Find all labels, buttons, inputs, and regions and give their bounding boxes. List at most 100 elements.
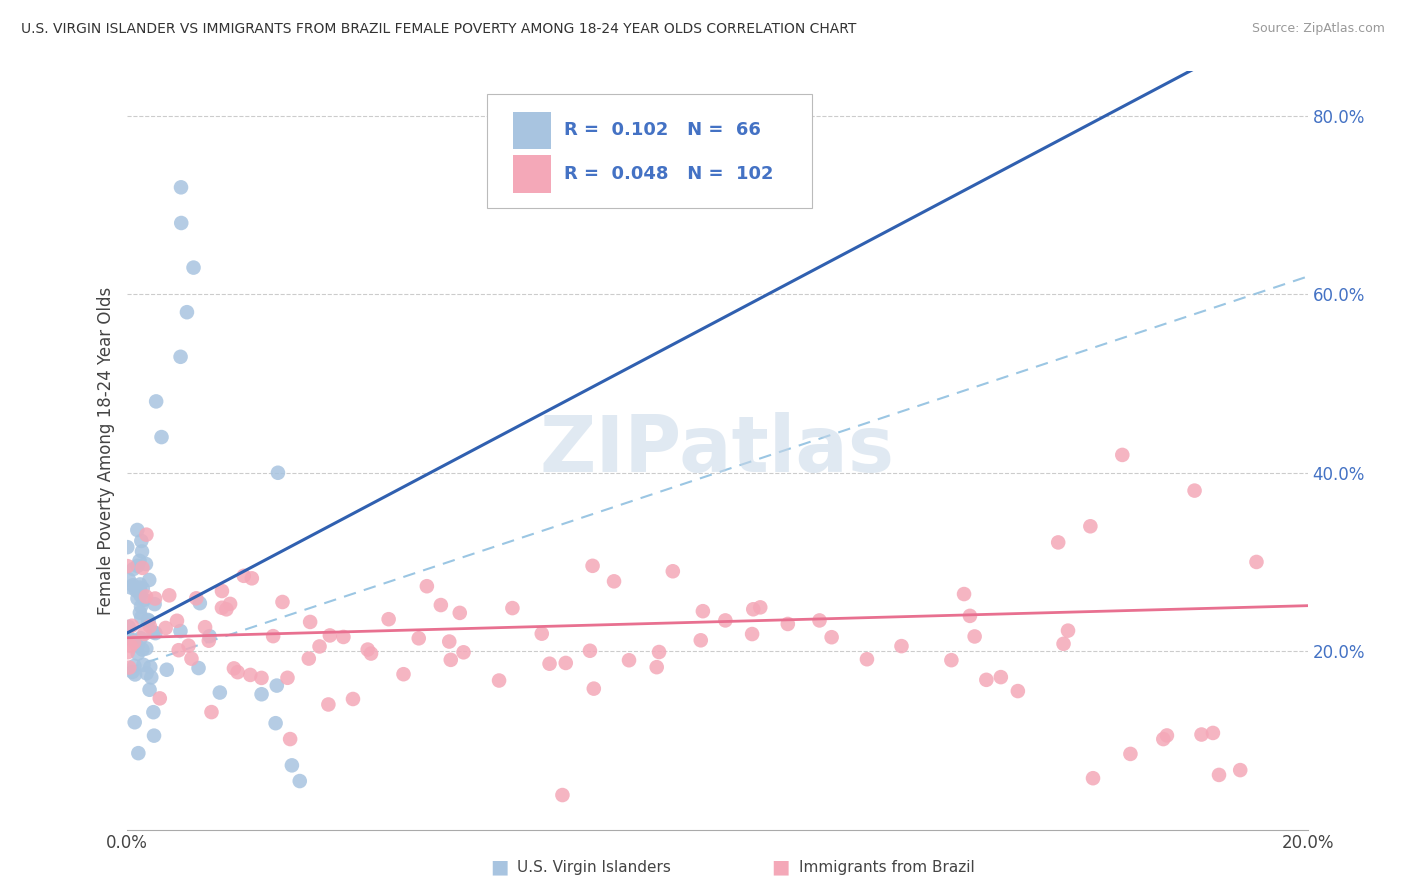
Point <box>143 591 166 606</box>
Point <box>645 660 668 674</box>
Point <box>198 629 221 643</box>
Point <box>118 573 141 587</box>
Point <box>129 577 152 591</box>
Point <box>226 665 249 680</box>
Point <box>117 559 139 574</box>
Point <box>166 614 188 628</box>
Point <box>453 645 475 659</box>
Point <box>143 597 166 611</box>
Point <box>603 574 626 589</box>
Point <box>187 661 209 675</box>
Point <box>135 666 157 681</box>
Point <box>440 653 463 667</box>
Point <box>250 687 273 701</box>
Point <box>342 692 364 706</box>
Point <box>332 630 354 644</box>
Point <box>139 660 162 674</box>
Point <box>976 673 998 687</box>
Point <box>180 651 202 665</box>
Point <box>416 579 439 593</box>
Point <box>276 671 298 685</box>
Point <box>129 599 152 614</box>
Point <box>138 614 160 628</box>
Point <box>183 260 205 275</box>
Point <box>1007 684 1029 698</box>
Point <box>150 430 173 444</box>
Point <box>360 647 382 661</box>
Point <box>177 639 200 653</box>
Point <box>357 642 380 657</box>
Point <box>714 614 737 628</box>
Point <box>141 670 163 684</box>
Point <box>1191 727 1213 741</box>
Point <box>129 588 152 602</box>
Point <box>298 651 321 665</box>
Point <box>117 540 139 554</box>
Point <box>1080 519 1102 533</box>
Point <box>200 705 222 719</box>
Point <box>124 715 146 730</box>
Point <box>581 558 603 573</box>
Point <box>129 631 152 645</box>
Text: R =  0.102   N =  66: R = 0.102 N = 66 <box>564 121 761 139</box>
Point <box>170 216 193 230</box>
Point <box>749 600 772 615</box>
Point <box>135 557 157 571</box>
Point <box>308 640 330 654</box>
Point <box>890 639 912 653</box>
Point <box>689 633 711 648</box>
Point <box>1156 729 1178 743</box>
Point <box>131 642 153 657</box>
Point <box>1052 637 1074 651</box>
Point <box>122 562 145 576</box>
Point <box>167 643 190 657</box>
Point <box>408 632 430 646</box>
Point <box>142 625 165 640</box>
Point <box>117 645 139 659</box>
Point <box>741 627 763 641</box>
FancyBboxPatch shape <box>486 95 811 208</box>
Point <box>118 660 141 674</box>
Point <box>1119 747 1142 761</box>
Text: ■: ■ <box>770 857 790 877</box>
Point <box>953 587 976 601</box>
Point <box>1111 448 1133 462</box>
Text: Source: ZipAtlas.com: Source: ZipAtlas.com <box>1251 22 1385 36</box>
Point <box>808 614 831 628</box>
Point <box>170 180 193 194</box>
Point <box>648 645 671 659</box>
Point <box>1184 483 1206 498</box>
Point <box>132 582 155 596</box>
Point <box>142 705 165 719</box>
Point <box>120 639 142 653</box>
Point <box>157 588 180 602</box>
Point <box>211 584 233 599</box>
Point <box>169 350 191 364</box>
Point <box>281 758 304 772</box>
Text: U.S. VIRGIN ISLANDER VS IMMIGRANTS FROM BRAZIL FEMALE POVERTY AMONG 18-24 YEAR O: U.S. VIRGIN ISLANDER VS IMMIGRANTS FROM … <box>21 22 856 37</box>
Point <box>990 670 1012 684</box>
Point <box>551 788 574 802</box>
Point <box>1202 726 1225 740</box>
Point <box>198 633 221 648</box>
Point <box>449 606 471 620</box>
Point <box>239 668 262 682</box>
Point <box>266 679 288 693</box>
Point <box>138 682 160 697</box>
Point <box>1081 771 1104 785</box>
Point <box>319 628 342 642</box>
Point <box>194 620 217 634</box>
Point <box>299 615 322 629</box>
Point <box>136 613 159 627</box>
Point <box>117 632 139 646</box>
Point <box>963 630 986 644</box>
Point <box>134 592 156 607</box>
Point <box>240 571 263 585</box>
Point <box>135 590 157 604</box>
Point <box>222 661 245 675</box>
Point <box>318 698 340 712</box>
Text: Immigrants from Brazil: Immigrants from Brazil <box>799 860 974 874</box>
Point <box>125 639 148 653</box>
Point <box>288 774 311 789</box>
Point <box>122 635 145 649</box>
